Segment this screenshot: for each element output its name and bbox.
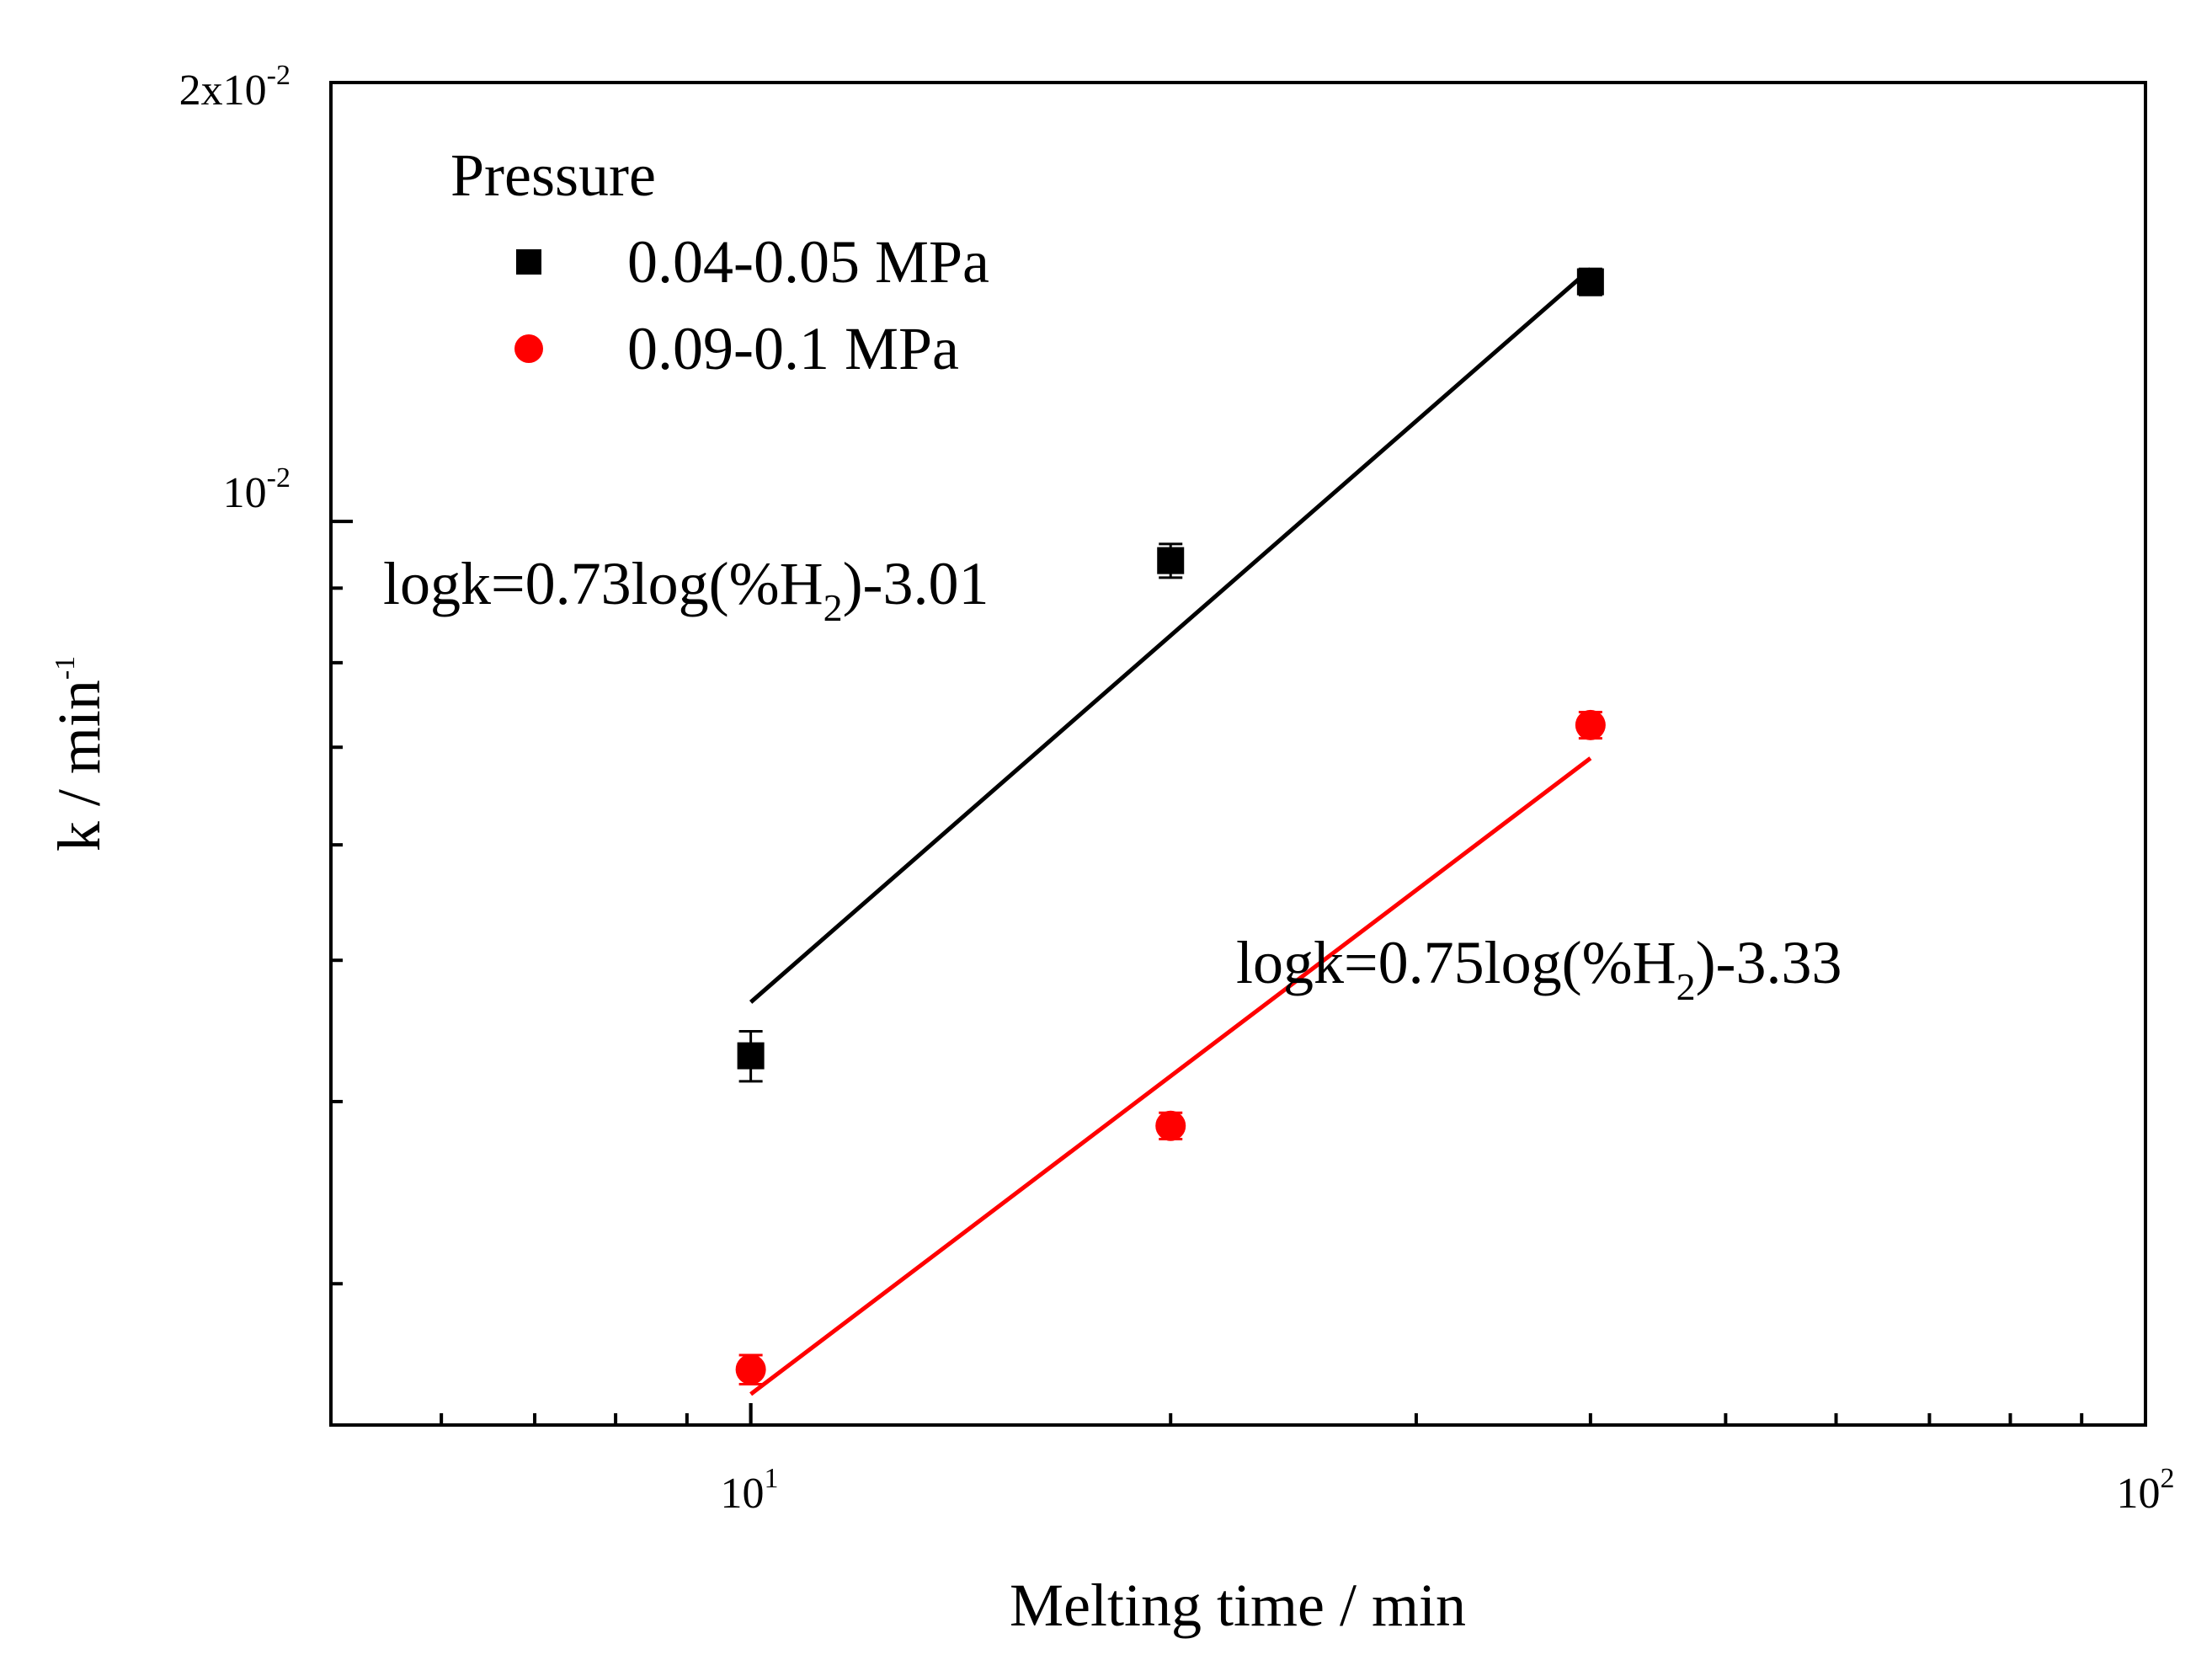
x-tick-label-100: 102 [2117,1463,2175,1518]
fit-equation-0.04-0.05-mpa: logk=0.73log(%H2)-3.01 [383,550,989,629]
legend-label-0.04-0.05-mpa: 0.04-0.05 MPa [627,228,989,296]
square-marker [1157,547,1185,574]
circle-marker [735,1354,766,1385]
circle-marker [1155,1110,1186,1141]
point-series1-0 [735,1353,766,1385]
x-axis-ticks [329,1403,2147,1425]
y-tick-label-0.01: 10-2 [223,462,290,517]
circle-marker [1575,709,1606,740]
legend-marker-circle [514,334,543,363]
data-points [735,267,1606,1385]
y-axis-ticks [331,81,353,1286]
point-series0-2 [1576,267,1604,296]
fit-line-0.04-0.05-mpa [749,267,1592,1004]
point-series1-2 [1575,709,1606,740]
point-series1-1 [1155,1110,1186,1141]
point-series0-0 [737,1029,765,1083]
x-tick-label-10: 101 [721,1463,779,1518]
legend-marker-square [516,249,541,275]
square-marker [1576,268,1604,296]
fit-equation-0.09-0.1-mpa: logk=0.75log(%H2)-3.33 [1236,929,1842,1008]
point-series0-1 [1157,542,1185,579]
plot-frame [329,81,2147,1427]
legend-label-0.09-0.1-mpa: 0.09-0.1 MPa [627,315,959,382]
legend: Pressure 0.04-0.05 MPa 0.09-0.1 MPa [450,141,989,382]
fit-line-0.09-0.1-mpa [749,756,1592,1396]
y-axis-title: k / min-1 [45,656,113,851]
square-marker [737,1042,765,1070]
y-tick-label-0.02: 2x10-2 [179,60,290,115]
legend-title: Pressure [450,141,656,209]
x-axis-title: Melting time / min [1010,1572,1466,1639]
